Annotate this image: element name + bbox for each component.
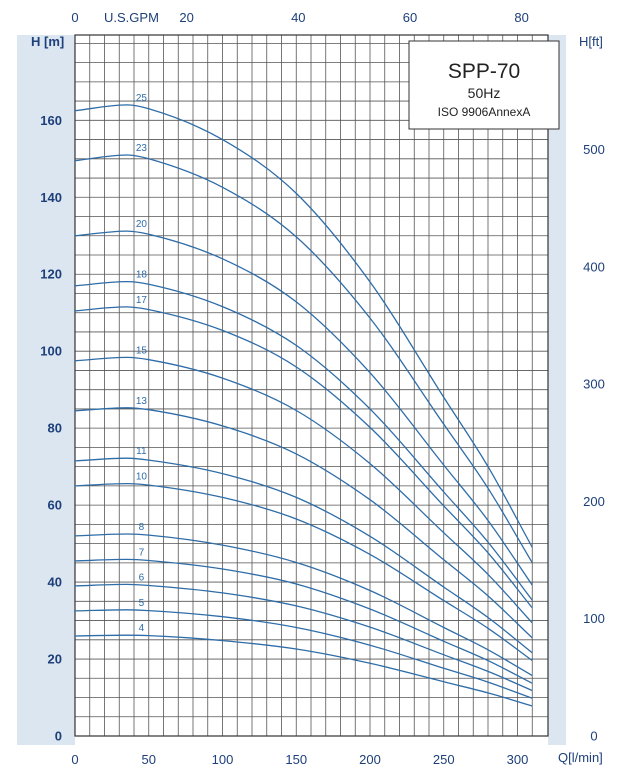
curve-label-5: 5 xyxy=(139,598,145,609)
curve-label-13: 13 xyxy=(136,396,148,407)
curve-17 xyxy=(74,306,533,609)
curve-5 xyxy=(74,609,533,699)
y-tick-label: 160 xyxy=(40,113,62,128)
curve-4 xyxy=(74,634,533,707)
y-tick-label: 100 xyxy=(40,344,62,359)
y2-tick-label: 400 xyxy=(583,259,605,274)
y2-axis-title: H[ft] xyxy=(579,34,603,49)
chart-subtitle: 50Hz xyxy=(468,85,501,101)
curve-20 xyxy=(74,230,533,586)
x-tick-label: 0 xyxy=(71,752,78,767)
y2-tick-label: 0 xyxy=(590,729,597,744)
curve-label-17: 17 xyxy=(136,295,148,306)
curve-label-10: 10 xyxy=(136,472,148,483)
plot-frame xyxy=(74,34,549,737)
y-tick-label: 0 xyxy=(55,729,62,744)
y-tick-label: 60 xyxy=(48,498,62,513)
x2-tick-label: 80 xyxy=(514,10,528,25)
x2-tick-label: 40 xyxy=(291,10,305,25)
right-axis-band xyxy=(548,35,566,745)
y-axis-title: H [m] xyxy=(31,34,64,49)
curve-8 xyxy=(74,533,533,677)
chart-standard: ISO 9906AnnexA xyxy=(438,105,531,119)
title-box: SPP-70 50Hz ISO 9906AnnexA xyxy=(408,40,560,130)
x-tick-label: 50 xyxy=(142,752,156,767)
left-axis-band xyxy=(17,35,75,745)
curve-18 xyxy=(74,280,533,601)
curve-label-18: 18 xyxy=(136,270,148,281)
curve-label-20: 20 xyxy=(136,219,148,230)
curve-label-4: 4 xyxy=(139,623,145,634)
performance-curves xyxy=(74,104,533,707)
x-tick-label: 300 xyxy=(507,752,529,767)
x-tick-label: 250 xyxy=(433,752,455,767)
x-tick-label: 200 xyxy=(359,752,381,767)
curve-label-11: 11 xyxy=(136,446,147,457)
y2-tick-label: 200 xyxy=(583,494,605,509)
y2-tick-label: 100 xyxy=(583,611,605,626)
y2-tick-label: 500 xyxy=(583,142,605,157)
x2-axis-title: U.S.GPM xyxy=(104,10,159,25)
y-tick-label: 120 xyxy=(40,267,62,282)
curve-15 xyxy=(74,356,533,624)
curve-13 xyxy=(74,407,533,639)
y2-tick-label: 300 xyxy=(583,377,605,392)
title-box-frame xyxy=(408,40,560,130)
curve-label-6: 6 xyxy=(139,572,145,583)
y-tick-label: 20 xyxy=(48,652,62,667)
curve-6 xyxy=(74,583,533,692)
curve-label-25: 25 xyxy=(136,93,148,104)
x2-tick-label: 0 xyxy=(71,10,78,25)
curve-11 xyxy=(74,457,533,654)
x2-tick-label: 60 xyxy=(403,10,417,25)
grid xyxy=(74,34,549,737)
curve-label-7: 7 xyxy=(139,547,145,558)
y-tick-label: 40 xyxy=(48,575,62,590)
curve-label-15: 15 xyxy=(136,345,148,356)
x-axis-title: Q[l/min] xyxy=(558,750,603,765)
curve-23 xyxy=(74,154,533,564)
curve-label-8: 8 xyxy=(139,522,145,533)
x-tick-label: 150 xyxy=(285,752,307,767)
x-tick-label: 100 xyxy=(212,752,234,767)
curve-label-23: 23 xyxy=(136,143,148,154)
curve-7 xyxy=(74,558,533,684)
tick-labels: 0 50 100 150 200 250 3000204060801001201401600… xyxy=(40,10,605,767)
curve-25 xyxy=(74,104,533,548)
x2-tick-label: 20 xyxy=(179,10,193,25)
y-tick-label: 140 xyxy=(40,190,62,205)
curve-10 xyxy=(74,482,533,662)
curve-labels: 25 23 20 18 17 15 13 11 10 8 7 6 5 4 xyxy=(136,93,148,634)
chart-title: SPP-70 xyxy=(448,60,520,83)
y-tick-label: 80 xyxy=(48,421,62,436)
